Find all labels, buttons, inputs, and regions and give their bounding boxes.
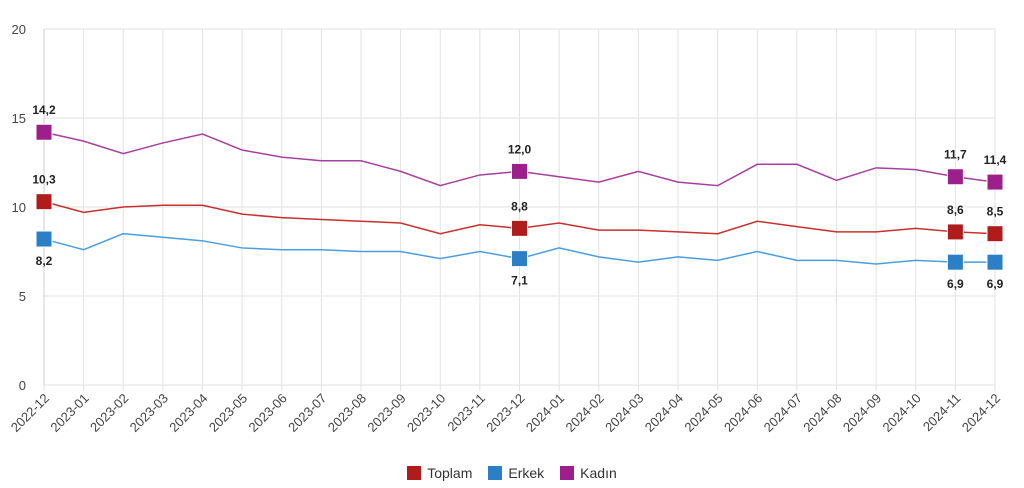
data-point-marker — [986, 173, 1004, 191]
x-tick-label: 2024-03 — [602, 391, 646, 435]
data-label: 11,7 — [944, 148, 967, 162]
data-label: 10,3 — [32, 173, 56, 187]
data-label: 8,8 — [511, 199, 528, 213]
legend-item-toplam[interactable]: Toplam — [407, 465, 472, 481]
data-point-marker — [986, 225, 1004, 243]
data-label: 8,6 — [947, 203, 964, 217]
y-tick-label: 5 — [19, 289, 26, 304]
data-label: 6,9 — [987, 277, 1004, 291]
data-point-marker — [511, 219, 528, 237]
data-point-marker — [946, 168, 964, 186]
x-tick-label: 2024-02 — [563, 391, 607, 435]
data-point-marker — [946, 223, 964, 241]
data-label: 14,2 — [32, 103, 56, 117]
y-tick-label: 10 — [12, 200, 26, 215]
y-tick-label: 0 — [19, 378, 26, 393]
data-point-marker — [511, 162, 528, 180]
data-label: 12,0 — [508, 142, 532, 156]
x-tick-label: 2023-08 — [325, 391, 369, 435]
x-tick-label: 2022-12 — [8, 391, 52, 435]
data-label: 6,9 — [947, 277, 964, 291]
x-tick-label: 2023-03 — [127, 391, 171, 435]
x-tick-label: 2024-07 — [761, 391, 805, 435]
legend: Toplam Erkek Kadın — [0, 465, 1024, 481]
x-tick-label: 2024-12 — [959, 391, 1003, 435]
line-chart: 051015202022-122023-012023-022023-032023… — [8, 22, 1007, 435]
x-tick-label: 2024-01 — [523, 391, 567, 435]
data-point-marker — [35, 123, 53, 141]
data-label: 8,5 — [987, 205, 1004, 219]
data-point-marker — [986, 253, 1004, 271]
legend-swatch — [407, 466, 422, 480]
x-tick-label: 2023-10 — [404, 391, 448, 435]
data-label: 8,2 — [36, 254, 53, 268]
data-label: 11,4 — [984, 153, 1007, 167]
x-tick-label: 2024-05 — [681, 391, 725, 435]
data-label: 7,1 — [511, 274, 528, 288]
x-tick-label: 2023-06 — [246, 391, 290, 435]
data-point-marker — [946, 253, 964, 271]
legend-swatch — [488, 466, 503, 480]
legend-swatch — [560, 466, 575, 480]
x-tick-label: 2024-11 — [920, 391, 964, 435]
x-tick-label: 2024-06 — [721, 391, 765, 435]
x-tick-label: 2023-05 — [206, 391, 250, 435]
y-tick-label: 20 — [12, 22, 26, 37]
x-tick-label: 2023-04 — [166, 391, 210, 435]
legend-item-erkek[interactable]: Erkek — [488, 465, 544, 481]
data-point-marker — [511, 250, 528, 268]
x-tick-label: 2024-04 — [642, 391, 686, 435]
legend-label: Kadın — [580, 465, 617, 481]
legend-item-kadın[interactable]: Kadın — [560, 465, 617, 481]
legend-label: Erkek — [508, 465, 545, 481]
x-tick-label: 2023-11 — [444, 391, 488, 435]
x-tick-label: 2023-12 — [483, 391, 527, 435]
x-tick-label: 2023-01 — [47, 391, 91, 435]
data-point-marker — [35, 230, 53, 248]
x-tick-label: 2024-10 — [880, 391, 924, 435]
legend-label: Toplam — [427, 465, 473, 481]
x-tick-label: 2023-02 — [87, 391, 131, 435]
x-tick-label: 2024-08 — [800, 391, 844, 435]
x-tick-label: 2024-09 — [840, 391, 884, 435]
y-tick-label: 15 — [12, 111, 26, 126]
x-tick-label: 2023-07 — [285, 391, 329, 435]
data-point-marker — [35, 193, 53, 211]
x-tick-label: 2023-09 — [364, 391, 408, 435]
